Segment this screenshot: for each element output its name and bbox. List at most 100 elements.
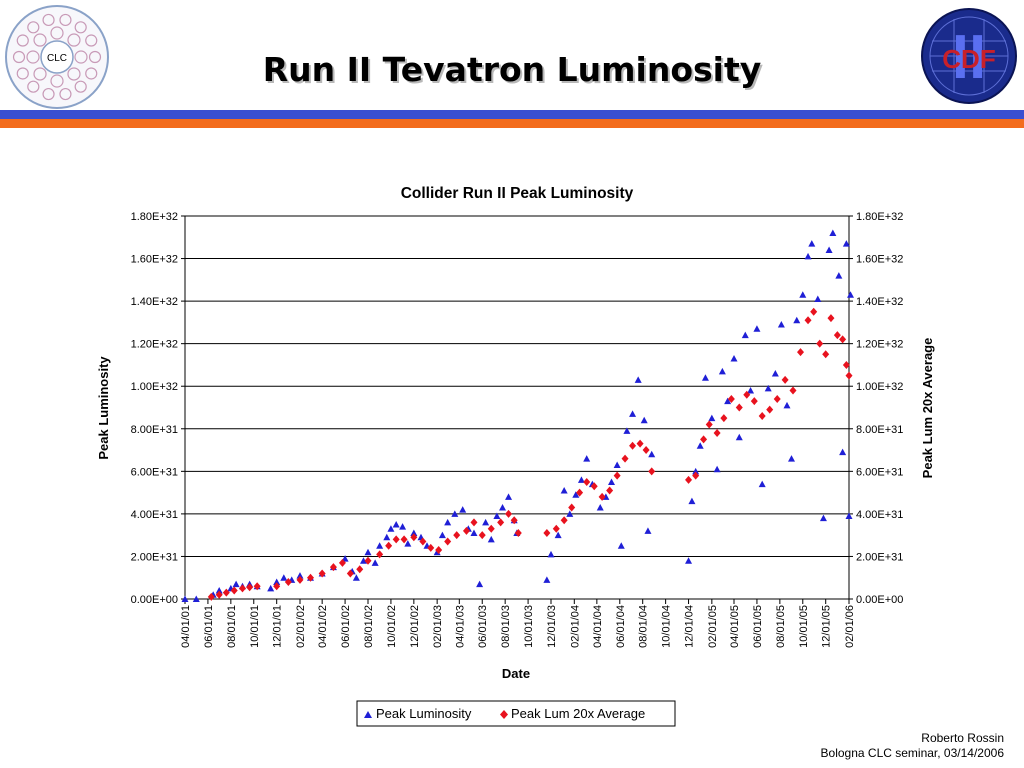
- peak-luminosity-point: [215, 586, 223, 594]
- cdf-logo-numeral: II: [952, 23, 986, 92]
- cdf-logo-graphic: II CDF: [921, 8, 1017, 104]
- average-luminosity-point: [392, 535, 400, 544]
- peak-luminosity-point: [444, 518, 452, 526]
- x-tick-label: 08/01/01: [226, 605, 238, 648]
- average-luminosity-point: [590, 482, 598, 491]
- peak-luminosity-point: [771, 369, 779, 377]
- peak-luminosity-point: [392, 521, 400, 528]
- average-luminosity-point: [735, 403, 743, 412]
- x-tick-label: 06/01/03: [477, 605, 489, 648]
- x-tick-label: 08/01/02: [363, 605, 375, 648]
- slide-title: Run II Tevatron Luminosity: [262, 50, 762, 89]
- peak-luminosity-point: [747, 386, 755, 394]
- legend-box: [356, 700, 676, 727]
- peak-luminosity-point: [617, 542, 625, 549]
- average-luminosity-point: [636, 439, 644, 448]
- peak-luminosity-point: [701, 374, 709, 381]
- x-axis-label: Date: [502, 666, 530, 681]
- x-axis-ticks: 04/01/01 06/01/01 08/01/01 10/01/01 12/01/01…: [180, 599, 856, 648]
- peak-luminosity-point: [793, 316, 801, 324]
- peak-luminosity-point: [808, 240, 816, 247]
- average-luminosity-point: [713, 429, 721, 438]
- average-luminosity-point: [419, 537, 427, 546]
- x-tick-label: 04/01/05: [729, 605, 741, 648]
- slide-footer: Roberto Rossin Bologna CLC seminar, 03/1…: [821, 731, 1004, 761]
- peak-luminosity-point: [399, 523, 407, 530]
- average-luminosity-point: [613, 471, 621, 480]
- y-tick-label-left: 2.00E+31: [131, 551, 178, 563]
- peak-luminosity-point: [352, 574, 360, 581]
- average-luminosity-point: [230, 586, 238, 595]
- x-tick-label: 12/01/05: [821, 605, 833, 648]
- average-luminosity-point: [789, 386, 797, 395]
- x-tick-label: 12/01/04: [684, 605, 696, 648]
- y-tick-label-right: 2.00E+31: [856, 551, 903, 563]
- peak-luminosity-point: [764, 384, 772, 392]
- average-luminosity-point: [648, 467, 656, 476]
- peak-luminosity-point: [835, 272, 843, 279]
- y-tick-label-left: 1.60E+32: [131, 254, 178, 266]
- peak-luminosity-point: [451, 510, 459, 517]
- peak-luminosity-point: [232, 580, 240, 588]
- average-luminosity-point: [827, 314, 835, 323]
- average-luminosity-point: [758, 412, 766, 421]
- peak-luminosity-point: [829, 229, 837, 237]
- y-tick-label-left: 6.00E+31: [131, 466, 178, 478]
- x-tick-label: 06/01/01: [203, 605, 215, 648]
- peak-luminosity-point: [819, 514, 827, 522]
- y-tick-label-right: 1.80E+32: [856, 211, 903, 223]
- peak-luminosity-point: [476, 580, 484, 588]
- peak-luminosity-point: [692, 467, 700, 475]
- average-luminosity-point: [705, 420, 713, 429]
- peak-luminosity-point: [560, 486, 568, 494]
- y-tick-label-right: 4.00E+31: [856, 509, 903, 521]
- average-luminosity-point: [743, 390, 751, 399]
- peak-luminosity-point: [735, 433, 743, 441]
- average-luminosity-point: [839, 335, 847, 344]
- average-luminosity-point: [435, 546, 443, 555]
- peak-luminosity-point: [577, 476, 585, 483]
- average-luminosity-point: [505, 509, 513, 518]
- peak-luminosity-point: [371, 559, 379, 566]
- peak-luminosity-point: [181, 595, 189, 602]
- clc-logo-graphic: CLC: [5, 5, 109, 109]
- peak-luminosity-point: [713, 465, 721, 473]
- y-tick-label-left: 4.00E+31: [131, 509, 178, 521]
- average-luminosity-point: [215, 590, 223, 599]
- x-tick-label: 02/01/05: [707, 605, 719, 648]
- x-tick-label: 02/01/02: [295, 605, 307, 648]
- average-luminosity-point: [284, 577, 292, 586]
- peak-luminosity-point: [438, 531, 446, 539]
- x-tick-label: 04/01/03: [454, 605, 466, 648]
- average-luminosity-point: [583, 477, 591, 486]
- y-axis-left-ticks: 0.00E+00 2.00E+31 4.00E+31 6.00E+31 8.00E+31…: [131, 211, 185, 606]
- peak-luminosity-point: [845, 512, 853, 520]
- peak-luminosity-point: [718, 367, 726, 375]
- footer-author: Roberto Rossin: [921, 731, 1004, 745]
- average-luminosity-point: [253, 582, 261, 591]
- peak-luminosity-point: [629, 410, 637, 417]
- x-tick-label: 12/01/02: [409, 605, 421, 648]
- peak-luminosity-point: [267, 584, 275, 592]
- peak-luminosity-point: [566, 510, 574, 517]
- legend-label-peak: Peak Luminosity: [376, 706, 472, 721]
- peak-luminosity-point: [741, 331, 749, 339]
- peak-luminosity-point: [505, 493, 513, 500]
- peak-luminosity-point: [640, 416, 648, 424]
- x-tick-label: 02/01/06: [844, 605, 856, 648]
- average-luminosity-point: [727, 394, 735, 403]
- peak-luminosity-point: [376, 542, 384, 549]
- average-luminosity-point: [816, 339, 824, 348]
- x-tick-label: 08/01/04: [638, 605, 650, 648]
- x-tick-label: 10/01/01: [249, 605, 261, 648]
- clc-logo: CLC: [3, 3, 111, 111]
- peak-luminosity-point: [799, 291, 807, 298]
- peak-luminosity-point: [730, 355, 738, 362]
- peak-luminosity-point: [842, 240, 850, 247]
- peak-luminosity-point: [364, 548, 372, 556]
- y-tick-label-left: 1.20E+32: [131, 339, 178, 351]
- average-luminosity-point: [470, 518, 478, 527]
- series-peak-luminosity: [181, 229, 855, 602]
- header-rule-blue: [0, 110, 1024, 119]
- peak-luminosity-point: [387, 525, 395, 532]
